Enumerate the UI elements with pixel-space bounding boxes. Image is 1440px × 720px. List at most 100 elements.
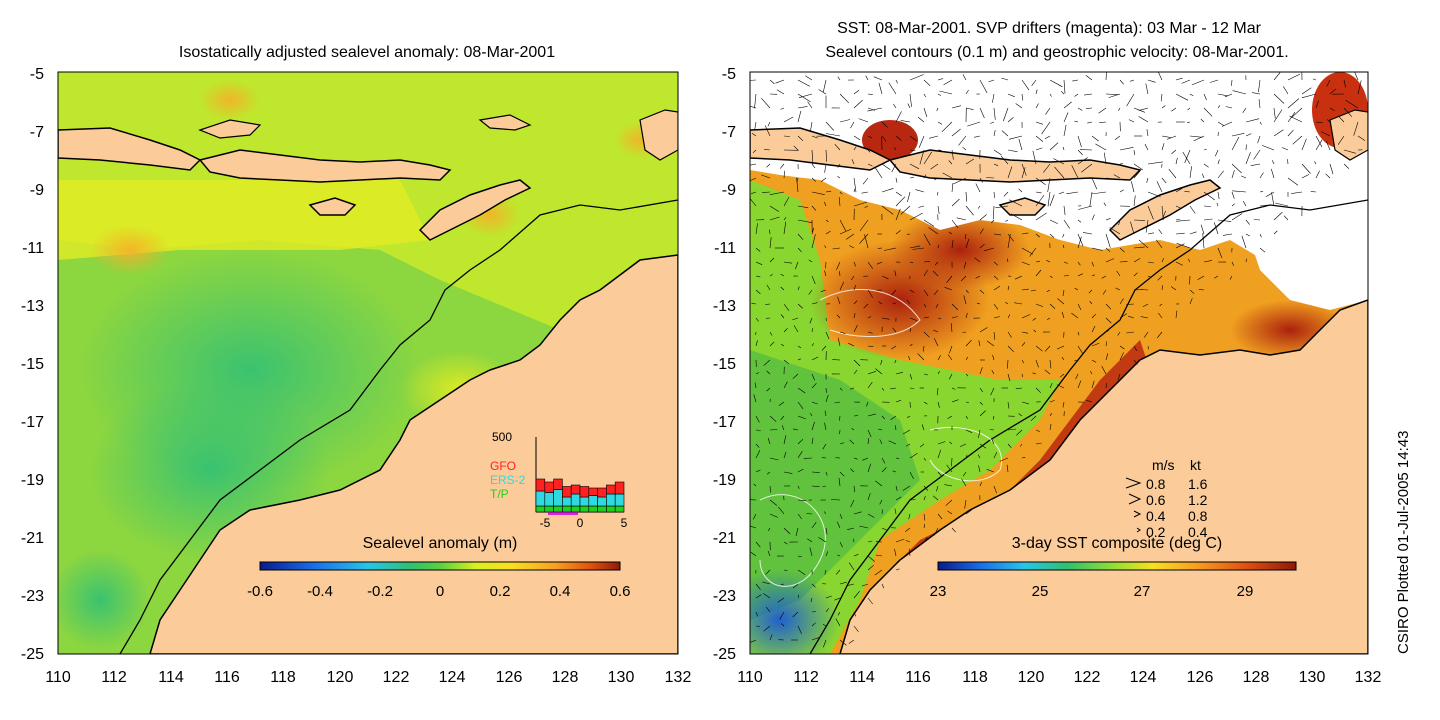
velocity-vector [1007,373,1011,382]
velocity-vector [1231,79,1233,86]
velocity-vector [906,415,911,419]
velocity-vector [867,555,875,562]
velocity-vector [922,345,925,352]
left-x-tick: 126 [496,669,523,686]
velocity-vector [1315,139,1323,151]
inset-bar-gfo [570,484,581,495]
velocity-vector [977,454,981,459]
velocity-vector [1198,289,1205,291]
velocity-vector [1081,163,1093,173]
velocity-vector [933,338,939,347]
velocity-vector [1021,167,1026,179]
right-colorbar: 3-day SST composite (deg C) 23 25 27 29 [930,535,1297,600]
velocity-vector [1091,359,1097,363]
velocity-vector [750,105,757,109]
velocity-vector [941,121,953,133]
inset-drifter-marker [548,512,578,515]
velocity-vector [950,323,953,333]
velocity-vector [862,457,869,461]
velocity-vector [1119,147,1134,151]
velocity-vector [1215,149,1219,157]
velocity-vector [933,527,939,536]
right-y-tick: -21 [713,530,736,547]
velocity-vector [992,205,995,220]
velocity-vector [858,118,869,123]
velocity-vector [867,149,871,153]
speed-legend-kt: 0.4 [1188,524,1208,540]
velocity-vector [895,425,897,431]
velocity-vector [1019,443,1023,447]
right-colorbar-label: 3-day SST composite (deg C) [1012,535,1222,552]
velocity-vector [905,443,911,447]
velocity-vector [936,107,939,112]
velocity-vector [839,271,841,277]
left-title: Isostatically adjusted sealevel anomaly:… [179,44,555,61]
velocity-vector [769,216,780,221]
velocity-vector [965,205,974,216]
velocity-vector [797,594,800,599]
left-x-axis: 110 112 114 116 118 120 122 124 126 128 … [45,669,691,686]
velocity-vector [1259,233,1262,238]
velocity-vector [853,201,868,207]
left-high-anomaly-4 [200,80,260,120]
velocity-vector [947,415,953,420]
velocity-vector [1046,289,1051,293]
velocity-vector [1054,166,1065,179]
velocity-vector [797,286,800,291]
velocity-vector [1273,211,1283,221]
velocity-vector [1071,312,1079,319]
velocity-vector [1128,119,1135,123]
velocity-vector [1077,261,1081,266]
velocity-vector [1259,121,1262,125]
speed-legend-header-ms: m/s [1152,457,1175,473]
velocity-vector [1145,219,1149,233]
velocity-vector [1077,219,1082,223]
velocity-vector [1157,72,1163,81]
right-panel: SST: 08-Mar-2001. SVP drifters (magenta)… [713,20,1382,686]
velocity-vector [1147,261,1154,264]
left-x-tick: 120 [327,669,354,686]
velocity-vector [1091,325,1096,333]
velocity-vector [1015,387,1023,390]
velocity-vector [1049,400,1055,403]
velocity-vector [937,449,942,459]
velocity-vector [1105,353,1109,361]
velocity-vector [751,302,757,305]
velocity-vector [1133,195,1136,207]
velocity-vector [755,429,761,431]
velocity-vector [923,233,931,246]
velocity-vector [798,93,813,98]
velocity-vector [864,234,869,249]
velocity-vector [894,270,897,277]
velocity-vector [824,422,827,431]
velocity-vector [933,289,939,295]
velocity-vector [1098,107,1107,114]
velocity-vector [797,625,802,635]
velocity-vector [907,191,911,203]
right-x-tick: 120 [1018,669,1045,686]
velocity-vector [853,135,861,141]
velocity-vector [1003,191,1009,197]
velocity-vector [754,382,757,389]
velocity-vector [1062,233,1065,238]
inset-x-tick: 5 [621,516,628,530]
velocity-vector [1197,275,1205,280]
velocity-vector [867,316,872,319]
velocity-vector [1049,142,1059,151]
velocity-vector [853,146,857,151]
velocity-vector [1175,157,1178,165]
velocity-vector [1203,205,1212,207]
velocity-vector [1072,79,1079,82]
velocity-vector [853,300,858,305]
velocity-vector [1119,298,1124,305]
right-warm-patch-north [862,120,918,160]
velocity-vector [1357,80,1362,95]
velocity-vector [915,189,925,193]
right-colorbar-tick: 23 [930,583,947,600]
velocity-vector [755,289,761,295]
velocity-vector [962,471,967,477]
velocity-vector [1203,218,1213,221]
velocity-vector [864,205,869,208]
velocity-vector [752,513,757,520]
velocity-vector [839,541,843,548]
